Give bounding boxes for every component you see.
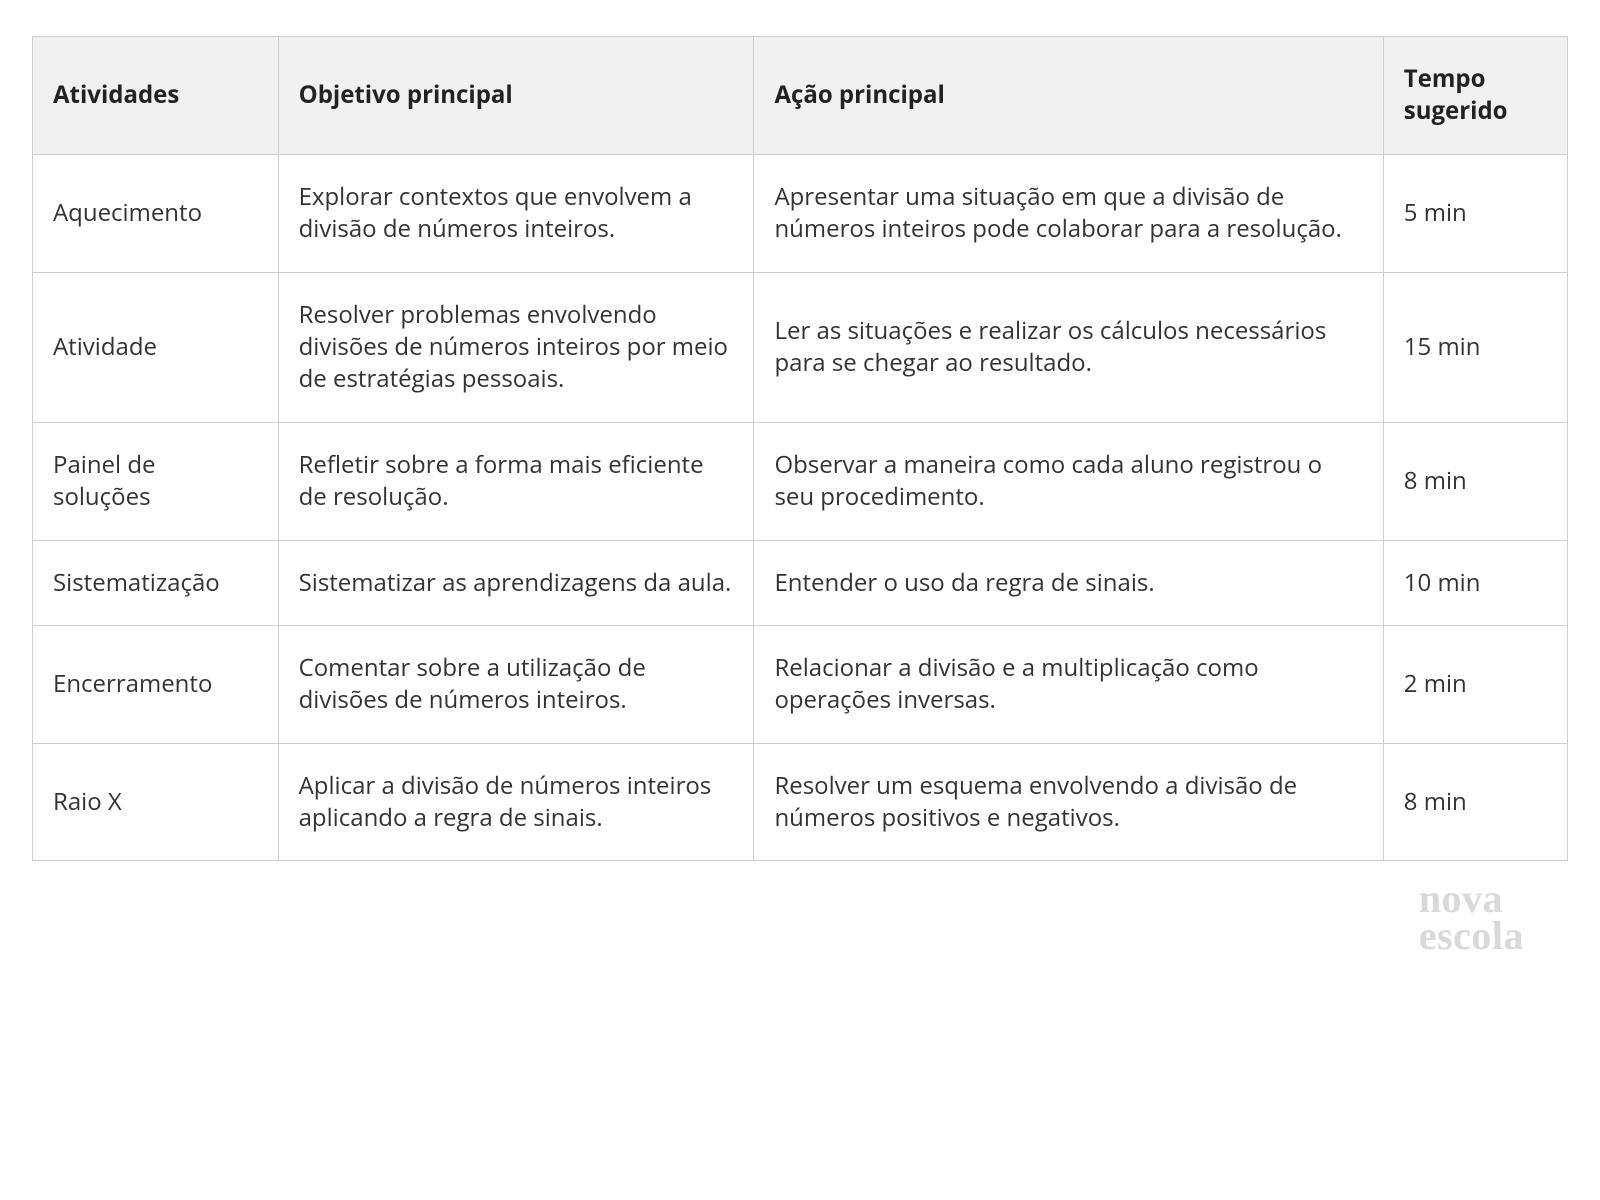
cell-acao: Relacionar a divisão e a multiplicação c…: [754, 625, 1383, 743]
col-header-tempo: Tempo sugerido: [1383, 37, 1567, 155]
cell-tempo: 10 min: [1383, 540, 1567, 625]
cell-atividades: Encerramento: [33, 625, 279, 743]
cell-acao: Apresentar uma situação em que a divisão…: [754, 154, 1383, 272]
col-header-acao: Ação principal: [754, 37, 1383, 155]
cell-atividades: Sistematização: [33, 540, 279, 625]
cell-tempo: 2 min: [1383, 625, 1567, 743]
page: Atividades Objetivo principal Ação princ…: [0, 0, 1600, 955]
table-header-row: Atividades Objetivo principal Ação princ…: [33, 37, 1568, 155]
table-row: Painel de soluções Refletir sobre a form…: [33, 422, 1568, 540]
logo-line2: escola: [1419, 918, 1524, 955]
cell-objetivo: Resolver problemas envolvendo divisões d…: [278, 272, 754, 422]
nova-escola-logo: nova escola: [1419, 881, 1524, 955]
table-row: Atividade Resolver problemas envolvendo …: [33, 272, 1568, 422]
cell-tempo: 8 min: [1383, 422, 1567, 540]
cell-tempo: 5 min: [1383, 154, 1567, 272]
table-row: Sistematização Sistematizar as aprendiza…: [33, 540, 1568, 625]
table-row: Encerramento Comentar sobre a utilização…: [33, 625, 1568, 743]
cell-atividades: Aquecimento: [33, 154, 279, 272]
cell-objetivo: Refletir sobre a forma mais eficiente de…: [278, 422, 754, 540]
cell-objetivo: Comentar sobre a utilização de divisões …: [278, 625, 754, 743]
cell-atividades: Painel de soluções: [33, 422, 279, 540]
cell-acao: Resolver um esquema envolvendo a divisão…: [754, 743, 1383, 861]
table-row: Raio X Aplicar a divisão de números inte…: [33, 743, 1568, 861]
cell-atividades: Raio X: [33, 743, 279, 861]
col-header-atividades: Atividades: [33, 37, 279, 155]
cell-acao: Observar a maneira como cada aluno regis…: [754, 422, 1383, 540]
cell-objetivo: Sistematizar as aprendizagens da aula.: [278, 540, 754, 625]
cell-objetivo: Explorar contextos que envolvem a divisã…: [278, 154, 754, 272]
cell-acao: Ler as situações e realizar os cálculos …: [754, 272, 1383, 422]
activities-table: Atividades Objetivo principal Ação princ…: [32, 36, 1568, 861]
cell-acao: Entender o uso da regra de sinais.: [754, 540, 1383, 625]
cell-tempo: 8 min: [1383, 743, 1567, 861]
cell-atividades: Atividade: [33, 272, 279, 422]
cell-tempo: 15 min: [1383, 272, 1567, 422]
cell-objetivo: Aplicar a divisão de números inteiros ap…: [278, 743, 754, 861]
footer: nova escola: [32, 861, 1568, 955]
table-row: Aquecimento Explorar contextos que envol…: [33, 154, 1568, 272]
col-header-objetivo: Objetivo principal: [278, 37, 754, 155]
